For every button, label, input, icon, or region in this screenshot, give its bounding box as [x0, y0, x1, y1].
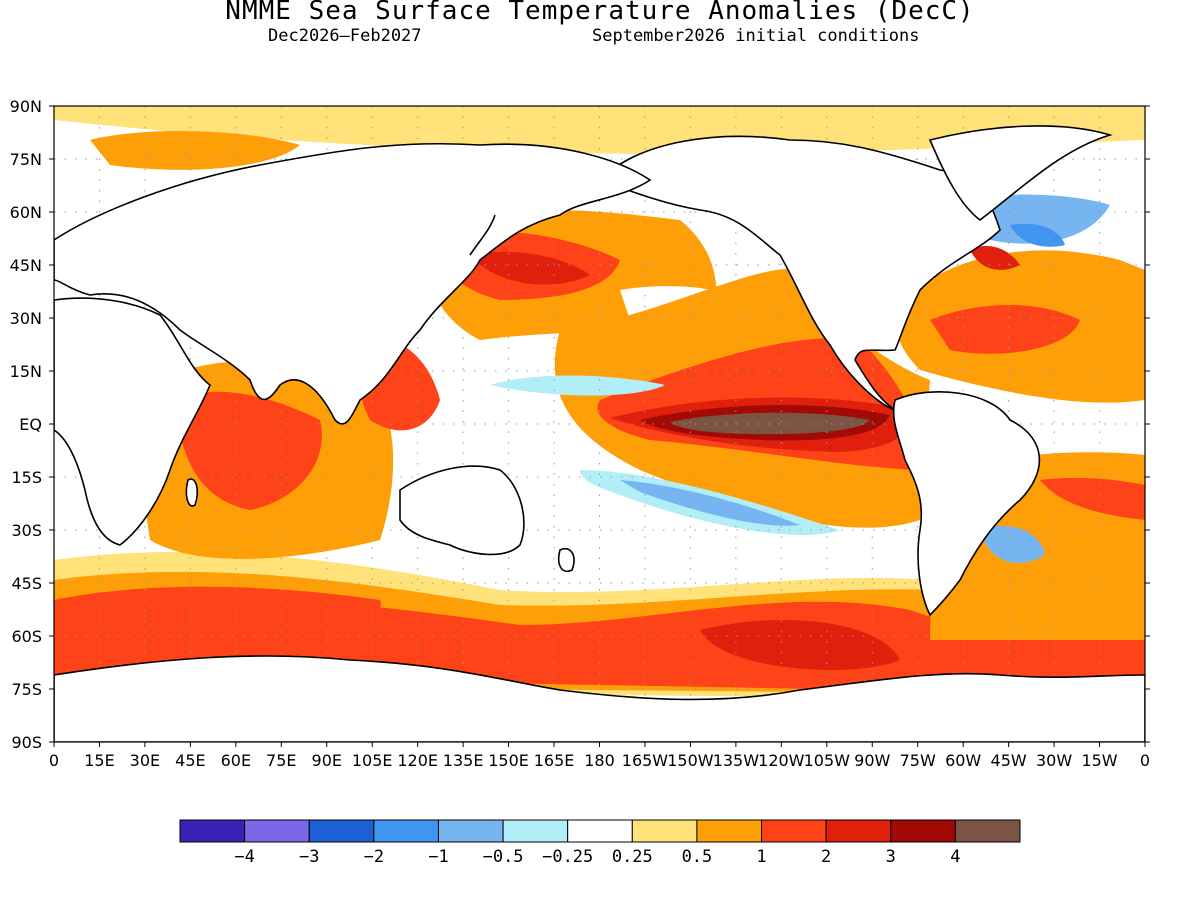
- lat-label: 75N: [10, 150, 42, 169]
- africa: [54, 297, 211, 546]
- colorbar-swatch: [437, 819, 504, 843]
- colorbar-label: 1: [756, 847, 766, 867]
- lon-label: 0: [1140, 751, 1150, 770]
- initial-conditions: September2026 initial conditions: [592, 26, 920, 46]
- colorbar-label: −1: [428, 847, 448, 867]
- lon-label: 150E: [488, 751, 529, 770]
- colorbar-swatch: [696, 819, 763, 843]
- lon-label: 105W: [804, 751, 851, 770]
- antarctica: [54, 655, 1145, 742]
- lon-label: 120E: [397, 751, 438, 770]
- lon-label: 135E: [443, 751, 484, 770]
- lat-label: 90N: [10, 97, 42, 116]
- lon-label: 120W: [758, 751, 805, 770]
- south-pacific-cool-blue: [620, 480, 800, 526]
- colorbar-swatch: [502, 819, 569, 843]
- brazil-cool: [980, 526, 1045, 563]
- colorbar-swatch: [890, 819, 956, 843]
- enso-core-max: [670, 412, 870, 435]
- colorbar-label: 0.5: [682, 847, 713, 867]
- lon-label: 180: [584, 751, 615, 770]
- colorbar-labels: −4 −3 −2 −1 −0.5 −0.25 0.25 0.5 1 2 3 4: [234, 847, 960, 867]
- lat-label: 90S: [11, 733, 42, 752]
- colorbar-label: −0.25: [542, 847, 593, 867]
- lat-label: 15N: [10, 362, 42, 381]
- lon-label: 105E: [352, 751, 393, 770]
- lat-label: 15S: [11, 468, 42, 487]
- barents-orange: [90, 130, 300, 170]
- new-zealand: [557, 548, 575, 572]
- madagascar: [185, 478, 198, 507]
- forecast-period: Dec2026–Feb2027: [268, 26, 422, 46]
- colorbar-swatch: [308, 819, 375, 843]
- lat-label: 45S: [11, 574, 42, 593]
- lon-label: 60W: [945, 751, 981, 770]
- anomaly-field: [54, 106, 1145, 742]
- lon-label: 30W: [1036, 751, 1072, 770]
- colorbar-label: 0.25: [612, 847, 653, 867]
- colorbar-label: 2: [821, 847, 831, 867]
- lat-label: 30N: [10, 309, 42, 328]
- lon-label: 60E: [221, 751, 251, 770]
- lon-label: 45E: [175, 751, 205, 770]
- latitude-labels: 90N 75N 60N 45N 30N 15N EQ 15S 30S 45S 60S 75S 90S: [10, 97, 42, 752]
- south-indian-red: [54, 586, 381, 640]
- lon-label: 135W: [713, 751, 760, 770]
- lat-label: 45N: [10, 256, 42, 275]
- lon-label: 15W: [1081, 751, 1117, 770]
- lon-label: 90W: [854, 751, 890, 770]
- australia: [399, 465, 525, 556]
- lon-label: 75W: [900, 751, 936, 770]
- continents: [54, 125, 1145, 742]
- japan: [469, 214, 496, 256]
- lat-label: 60N: [10, 203, 42, 222]
- colorbar-label: −4: [234, 847, 254, 867]
- colorbar-label: 3: [886, 847, 896, 867]
- colorbar-swatch: [631, 819, 698, 843]
- colorbar-label: −3: [299, 847, 319, 867]
- colorbar-label: −0.5: [483, 847, 524, 867]
- south-atlantic-red: [1040, 477, 1145, 520]
- colorbar-label: 4: [950, 847, 960, 867]
- lon-label: 165W: [622, 751, 669, 770]
- lon-label: 30E: [130, 751, 160, 770]
- colorbar-label: −2: [364, 847, 384, 867]
- south-america: [892, 391, 1041, 617]
- colorbar-swatch: [825, 819, 892, 843]
- indian-ocean-red: [175, 391, 322, 510]
- colorbar-swatch: [179, 819, 246, 843]
- greenland: [928, 125, 1113, 222]
- lat-label: 30S: [11, 521, 42, 540]
- colorbar-swatch: [244, 819, 310, 843]
- colorbar-swatch: [761, 819, 827, 843]
- labrador-blue: [1010, 223, 1065, 247]
- lat-label: 60S: [11, 627, 42, 646]
- north-atlantic-red: [930, 305, 1080, 354]
- colorbar: [179, 819, 1021, 843]
- colorbar-swatch: [567, 819, 633, 843]
- colorbar-swatch: [373, 819, 439, 843]
- lat-label: EQ: [19, 415, 42, 434]
- lat-label: 75S: [11, 680, 42, 699]
- eurasia: [54, 142, 652, 425]
- colorbar-swatch: [954, 819, 1021, 843]
- north-america: [598, 135, 1001, 411]
- lon-label: 150W: [667, 751, 714, 770]
- longitude-ticks: [53, 742, 1146, 747]
- kuroshio-darkred: [470, 251, 590, 285]
- southern-ocean-darkred: [700, 620, 900, 670]
- map-title: NMME Sea Surface Temperature Anomalies (…: [225, 0, 975, 26]
- longitude-labels: 0 15E 30E 45E 60E 75E 90E 105E 120E 135E 150E 165E 1…: [49, 751, 1150, 770]
- lon-label: 15E: [84, 751, 114, 770]
- latitude-ticks: [49, 105, 1150, 743]
- equatorial-cool-north: [490, 375, 665, 396]
- lon-label: 90E: [312, 751, 342, 770]
- lon-label: 0: [49, 751, 59, 770]
- arctic-yellow: [54, 106, 1145, 155]
- lon-label: 75E: [266, 751, 296, 770]
- lon-label: 165E: [534, 751, 575, 770]
- lon-label: 45W: [991, 751, 1027, 770]
- gulf-stream-darkred: [970, 245, 1020, 270]
